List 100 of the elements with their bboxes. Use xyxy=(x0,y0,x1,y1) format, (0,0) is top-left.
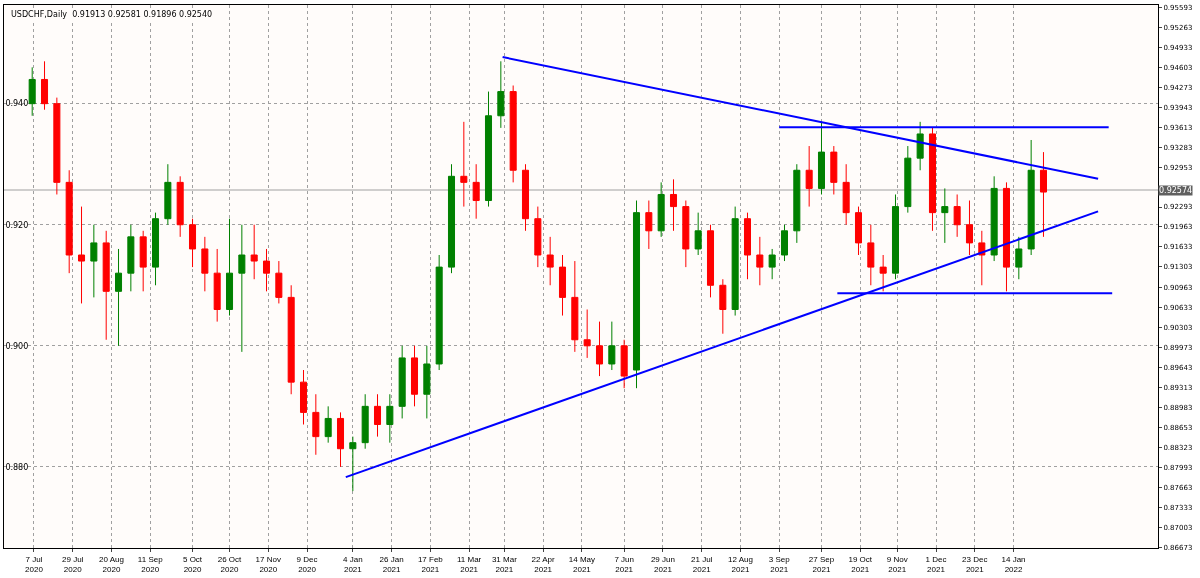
text: USDCHF,Daily 0.91913 0.92581 0.91896 0.92540 xyxy=(11,10,213,19)
candlestick xyxy=(262,248,271,292)
x-tick-label: 1 Dec 2021 xyxy=(925,554,947,574)
candlestick xyxy=(879,254,887,292)
candlestick xyxy=(595,321,604,377)
candlestick xyxy=(521,163,530,232)
candlestick xyxy=(1015,236,1023,280)
candlestick xyxy=(250,224,258,280)
y-tick-label: 0.880 xyxy=(5,462,29,472)
candlestick xyxy=(965,200,974,256)
x-tick-label: 17 Nov 2020 xyxy=(255,554,281,574)
x-tick-label: 12 Aug 2021 xyxy=(727,554,753,574)
candlestick xyxy=(780,224,789,262)
candlestick xyxy=(127,224,135,292)
candlestick xyxy=(1002,181,1010,292)
candlestick xyxy=(398,345,406,419)
candlestick xyxy=(978,230,986,286)
candlestick xyxy=(410,345,419,407)
candlestick xyxy=(213,248,221,323)
x-tick-label: 14 May 2021 xyxy=(568,554,595,574)
candlestick xyxy=(682,200,690,268)
candlestick xyxy=(509,85,517,183)
candlestick xyxy=(238,224,246,353)
candlestick xyxy=(324,405,332,444)
x-tick-label: 4 Jan 2021 xyxy=(343,554,363,574)
candlestick xyxy=(336,411,345,468)
y-tick-label: 0.920 xyxy=(5,220,29,230)
candlestick xyxy=(287,284,295,395)
candlestick xyxy=(139,230,147,292)
candlestick xyxy=(1027,139,1035,256)
candlestick xyxy=(472,163,480,220)
x-tick-label: 21 Jul 2021 xyxy=(691,554,713,574)
candlestick xyxy=(620,339,628,389)
x-tick-label: 26 Jan 2021 xyxy=(379,554,404,574)
candlestick xyxy=(534,206,542,268)
candlestick xyxy=(669,178,678,232)
candlestick xyxy=(546,236,554,286)
candlestick xyxy=(423,345,431,419)
candlestick xyxy=(1039,151,1047,238)
ref-line-label: 0.92574 xyxy=(1159,186,1193,195)
candlestick xyxy=(312,393,320,456)
candlestick xyxy=(386,393,394,444)
x-tick-label: 29 Jun 2021 xyxy=(650,554,675,574)
candlestick xyxy=(41,60,49,111)
x-tick-label: 19 Oct 2021 xyxy=(848,554,873,574)
candlestick xyxy=(299,369,308,426)
candlestick xyxy=(854,206,863,256)
x-tick-label: 22 Apr 2021 xyxy=(531,554,556,574)
candlestick xyxy=(102,230,110,341)
candlestick xyxy=(90,224,98,298)
candlestick xyxy=(373,393,382,438)
x-tick-label: 31 Mar 2021 xyxy=(491,554,518,574)
candlestick xyxy=(497,60,505,129)
x-tick-label: 20 Aug 2020 xyxy=(99,554,124,574)
candlestick xyxy=(928,127,937,232)
x-tick-label: 26 Oct 2020 xyxy=(217,554,243,574)
y-tick-label: 0.900 xyxy=(5,341,29,351)
candlestick xyxy=(188,218,197,268)
candlestick xyxy=(608,321,616,371)
candlestick xyxy=(719,278,727,335)
candlestick xyxy=(817,121,826,195)
x-tick-label: 11 Mar 2021 xyxy=(456,554,482,574)
candlestick xyxy=(201,236,209,292)
x-tick-label: 7 Jul 2020 xyxy=(25,554,44,574)
candlestick xyxy=(435,254,443,371)
candlestick xyxy=(990,175,998,262)
candlestick xyxy=(78,206,86,304)
candlestick xyxy=(484,91,493,208)
candlestick xyxy=(571,260,579,353)
candlestick xyxy=(115,248,123,347)
candlestick xyxy=(805,145,813,208)
candlestick xyxy=(953,193,961,238)
candlestick xyxy=(152,212,160,286)
candlestick xyxy=(842,163,850,226)
candlestick xyxy=(941,187,949,244)
candlestick xyxy=(706,224,715,298)
candlestick xyxy=(867,224,875,286)
candlestick xyxy=(768,248,776,280)
x-tick-label: 23 Dec 2021 xyxy=(962,554,988,574)
candlestick xyxy=(361,393,369,450)
x-tick-label: 9 Nov 2021 xyxy=(886,554,908,574)
candlestick xyxy=(460,121,468,208)
candlestick xyxy=(632,200,641,389)
x-tick-label: 27 Sep 2021 xyxy=(808,554,835,574)
candlestick xyxy=(164,163,172,226)
candlestick xyxy=(793,163,801,244)
candlestick xyxy=(657,181,665,238)
x-tick-label: 7 Jun 2021 xyxy=(614,554,634,574)
candlestick xyxy=(916,121,924,171)
candlestick xyxy=(694,212,702,256)
candlestick xyxy=(645,200,653,250)
candlestick xyxy=(176,175,184,238)
candlestick xyxy=(225,218,234,317)
x-tick-label: 11 Sep 2020 xyxy=(137,554,164,574)
x-tick-label: 9 Dec 2020 xyxy=(296,554,318,574)
y-tick-label: 0.940 xyxy=(5,99,29,109)
candlestick xyxy=(53,97,61,195)
x-tick-label: 29 Jul 2020 xyxy=(62,554,84,574)
candlestick xyxy=(583,308,591,359)
candlestick xyxy=(558,254,567,317)
